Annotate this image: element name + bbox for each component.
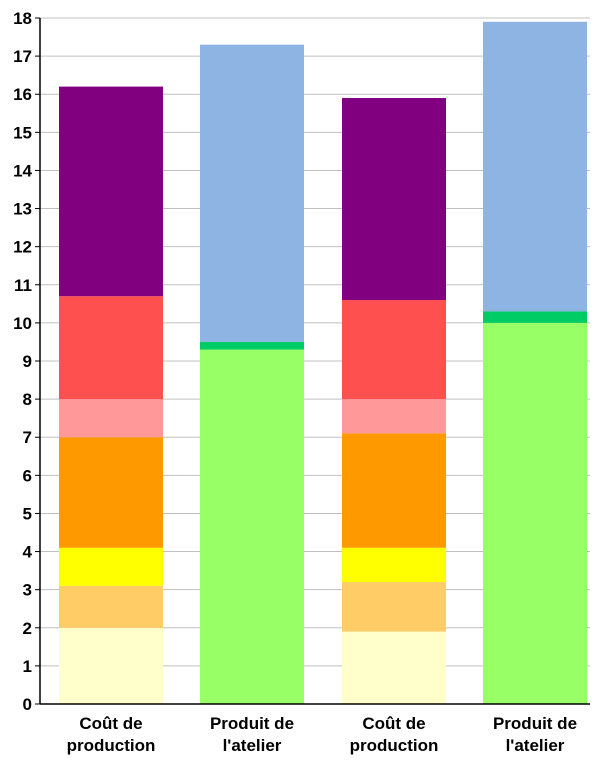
bar-segment bbox=[59, 547, 163, 586]
bar-segment bbox=[342, 98, 446, 301]
y-tick-label: 2 bbox=[23, 619, 32, 638]
y-tick-label: 6 bbox=[23, 466, 32, 485]
y-tick-label: 13 bbox=[13, 200, 32, 219]
y-tick-label: 18 bbox=[13, 9, 32, 28]
bar-segment bbox=[59, 585, 163, 628]
bar-segment bbox=[483, 322, 587, 704]
x-category-label: Produit de l'atelier bbox=[210, 714, 294, 755]
y-tick-label: 7 bbox=[23, 428, 32, 447]
bar-segment bbox=[342, 300, 446, 400]
y-tick-label: 17 bbox=[13, 47, 32, 66]
x-category-label: Produit de l'atelier bbox=[493, 714, 577, 755]
bar-segment bbox=[342, 547, 446, 583]
y-tick-label: 0 bbox=[23, 695, 32, 714]
bar-stack bbox=[59, 86, 163, 704]
bar-segment bbox=[59, 86, 163, 297]
y-tick-label: 3 bbox=[23, 581, 32, 600]
bar-segment bbox=[483, 21, 587, 312]
bars bbox=[59, 21, 587, 704]
y-tick-label: 12 bbox=[13, 238, 32, 257]
bar-stack bbox=[483, 21, 587, 704]
y-tick-label: 8 bbox=[23, 390, 32, 409]
x-category-labels: Coût de production Produit de l'atelier Coût… bbox=[67, 714, 577, 755]
y-tick-label: 11 bbox=[14, 276, 32, 295]
y-tick-label: 16 bbox=[13, 85, 32, 104]
y-tick-label: 14 bbox=[13, 161, 32, 180]
bar-segment bbox=[342, 433, 446, 548]
x-category-label: Coût de production bbox=[67, 714, 156, 755]
y-tick-label: 9 bbox=[23, 352, 32, 371]
bar-segment bbox=[200, 44, 304, 342]
y-tick-label: 10 bbox=[13, 314, 32, 333]
bar-segment bbox=[59, 399, 163, 438]
bar-segment bbox=[342, 631, 446, 704]
bar-segment bbox=[59, 627, 163, 704]
y-tick-label: 15 bbox=[13, 123, 32, 142]
bar-segment bbox=[59, 296, 163, 400]
bar-stack bbox=[200, 44, 304, 704]
bar-segment bbox=[200, 341, 304, 350]
y-tick-label: 5 bbox=[23, 504, 32, 523]
bar-segment bbox=[342, 582, 446, 632]
bar-segment bbox=[200, 349, 304, 704]
bar-segment bbox=[59, 437, 163, 548]
bar-stack bbox=[342, 98, 446, 704]
y-tick-label: 1 bbox=[23, 657, 32, 676]
bar-segment bbox=[483, 311, 587, 323]
x-category-label: Coût de production bbox=[350, 714, 439, 755]
y-tick-label: 4 bbox=[23, 543, 33, 562]
bar-segment bbox=[342, 399, 446, 434]
